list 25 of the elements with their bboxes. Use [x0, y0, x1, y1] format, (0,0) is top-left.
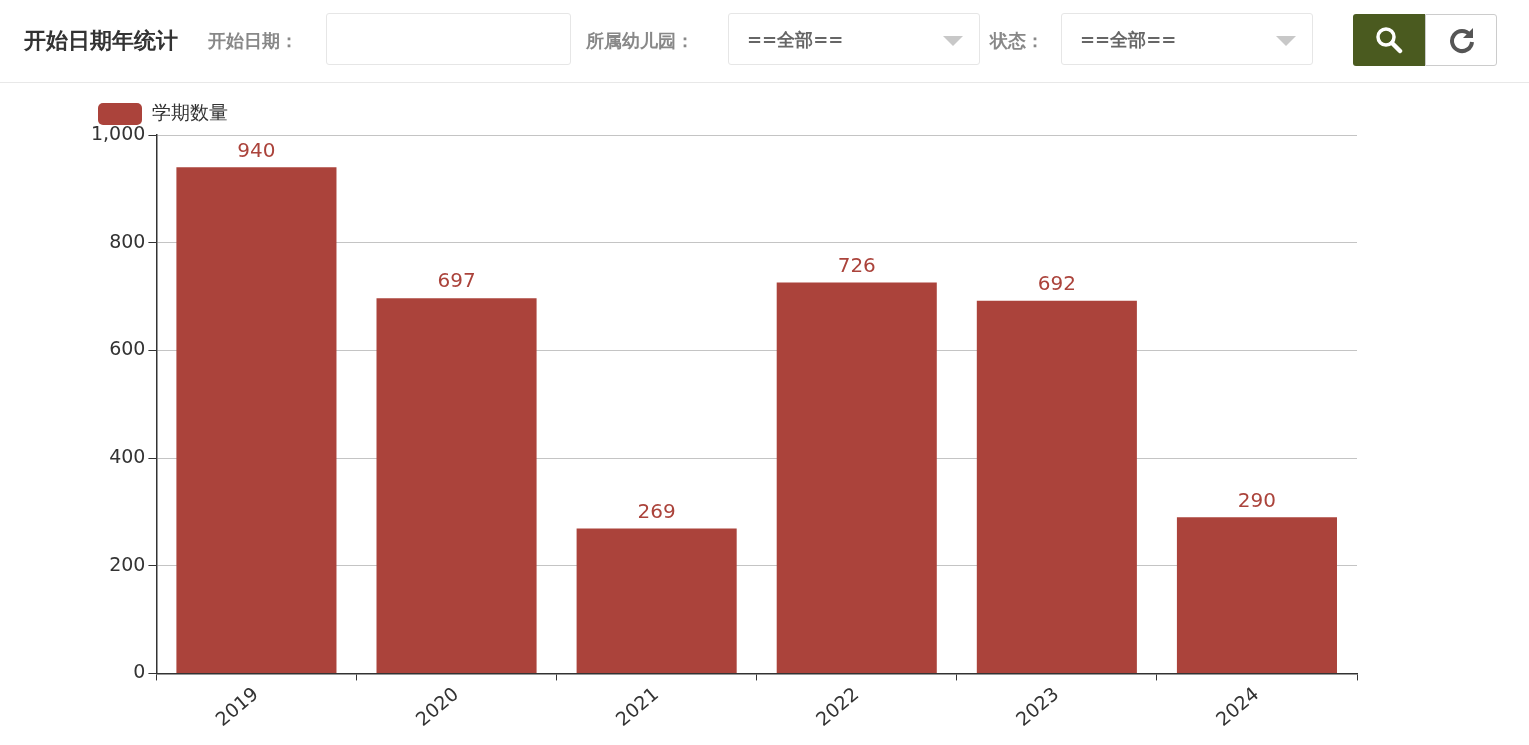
- bar: [176, 167, 337, 673]
- bar: [576, 528, 737, 673]
- bar: [976, 300, 1137, 673]
- data-label: 290: [1237, 487, 1277, 512]
- text: ==全部==: [728, 13, 980, 65]
- data-label: 269: [637, 498, 676, 523]
- data-label: 692: [1037, 271, 1076, 296]
- y-tick-label: 400: [109, 445, 146, 468]
- bar: [376, 298, 537, 673]
- data-label: 697: [437, 268, 476, 293]
- chart-title: 开始日期年统计: [24, 27, 178, 55]
- bar: [776, 282, 937, 673]
- bar: [1176, 517, 1337, 673]
- data-label: 726: [837, 252, 876, 277]
- text: 开始日期：: [208, 29, 298, 53]
- y-tick-label: 200: [109, 552, 146, 575]
- y-tick-label: 800: [109, 229, 146, 252]
- text: ==全部==: [1061, 13, 1313, 65]
- text: 所属幼儿园：: [586, 29, 694, 53]
- data-label: 940: [237, 137, 276, 162]
- text: 状态：: [990, 29, 1044, 53]
- legend-label: 学期数量: [151, 100, 228, 123]
- y-tick-label: 600: [109, 337, 146, 360]
- y-tick-label: 0: [133, 660, 146, 683]
- y-tick-label: 1,000: [90, 121, 146, 144]
